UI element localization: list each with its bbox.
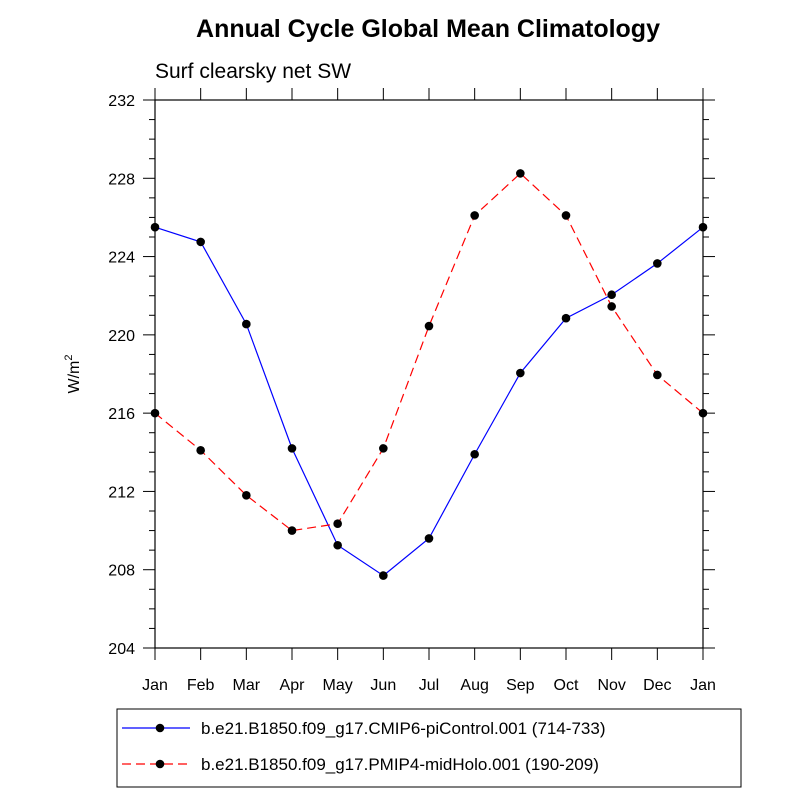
x-tick-label: Mar: [233, 677, 261, 694]
y-tick-label: 212: [108, 484, 135, 501]
x-tick-label: Apr: [280, 677, 306, 694]
series-2-point: [379, 444, 388, 453]
legend-marker-2: [155, 759, 165, 769]
x-tick-label: Jan: [690, 677, 716, 694]
y-tick-label: 204: [108, 641, 135, 658]
y-tick-label: 232: [108, 93, 135, 110]
x-tick-label: Dec: [643, 677, 671, 694]
series-2-point: [150, 408, 160, 418]
y-axis-label: W/m2: [63, 355, 83, 394]
y-axis-label-group: W/m2: [63, 355, 83, 394]
x-tick-label: Jun: [370, 677, 396, 694]
chart-title: Annual Cycle Global Mean Climatology: [196, 15, 660, 43]
y-tick-label: 208: [108, 563, 135, 580]
y-tick-label: 228: [108, 171, 135, 188]
series-1-point: [150, 222, 160, 232]
series-2-point: [516, 169, 525, 178]
series-1-point: [333, 540, 342, 550]
series-1-point: [287, 444, 297, 453]
series-1-point: [698, 222, 708, 232]
series-line-2: [154, 172, 704, 532]
series-2-point: [470, 211, 479, 220]
x-tick-label: Oct: [554, 677, 579, 694]
x-tick-label: Nov: [597, 677, 625, 694]
chart-subtitle: Surf clearsky net SW: [155, 60, 351, 83]
x-tick-label: May: [323, 677, 353, 694]
series-2-point: [196, 446, 205, 455]
series-2-point: [333, 519, 342, 529]
series-2-point: [653, 370, 662, 380]
x-tick-label: Sep: [506, 677, 535, 694]
series-1-point: [607, 290, 616, 300]
series-layer: [150, 169, 708, 580]
legend-marker-1: [155, 723, 165, 733]
series-2-point: [698, 408, 708, 418]
legend-label-2: b.e21.B1850.f09_g17.PMIP4-midHolo.001 (1…: [201, 755, 599, 774]
series-1-point: [242, 319, 251, 329]
series-1-point: [653, 259, 662, 268]
legend: b.e21.B1850.f09_g17.CMIP6-piControl.001 …: [122, 719, 606, 774]
series-2-point: [287, 526, 297, 535]
x-tick-label: Jul: [419, 677, 439, 694]
series-2-point: [424, 321, 434, 331]
series-1-point: [379, 571, 388, 580]
series-2-point: [561, 211, 571, 220]
x-axis: Jan Feb Mar Apr May Jun Jul Aug Sep Oct Nov Dec Jan: [142, 88, 716, 694]
y-tick-label: 216: [108, 406, 135, 423]
series-2-point: [242, 491, 251, 500]
series-1-point: [424, 534, 434, 543]
series-2-point: [607, 302, 616, 311]
legend-box: [116, 708, 742, 788]
y-axis: 204 208 212 216 220 224 228 232: [108, 93, 715, 658]
series-1-point: [470, 449, 479, 459]
series-1-point: [516, 368, 525, 378]
x-tick-label: Feb: [187, 677, 215, 694]
plot-frame: [154, 99, 704, 649]
series-1-point: [196, 237, 205, 247]
series-line-1: [154, 226, 704, 577]
y-tick-label: 224: [108, 250, 135, 267]
y-tick-label: 220: [108, 328, 135, 345]
series-1-point: [561, 313, 571, 323]
x-tick-label: Jan: [142, 677, 168, 694]
x-tick-label: Aug: [460, 677, 488, 694]
legend-label-1: b.e21.B1850.f09_g17.CMIP6-piControl.001 …: [201, 719, 606, 738]
